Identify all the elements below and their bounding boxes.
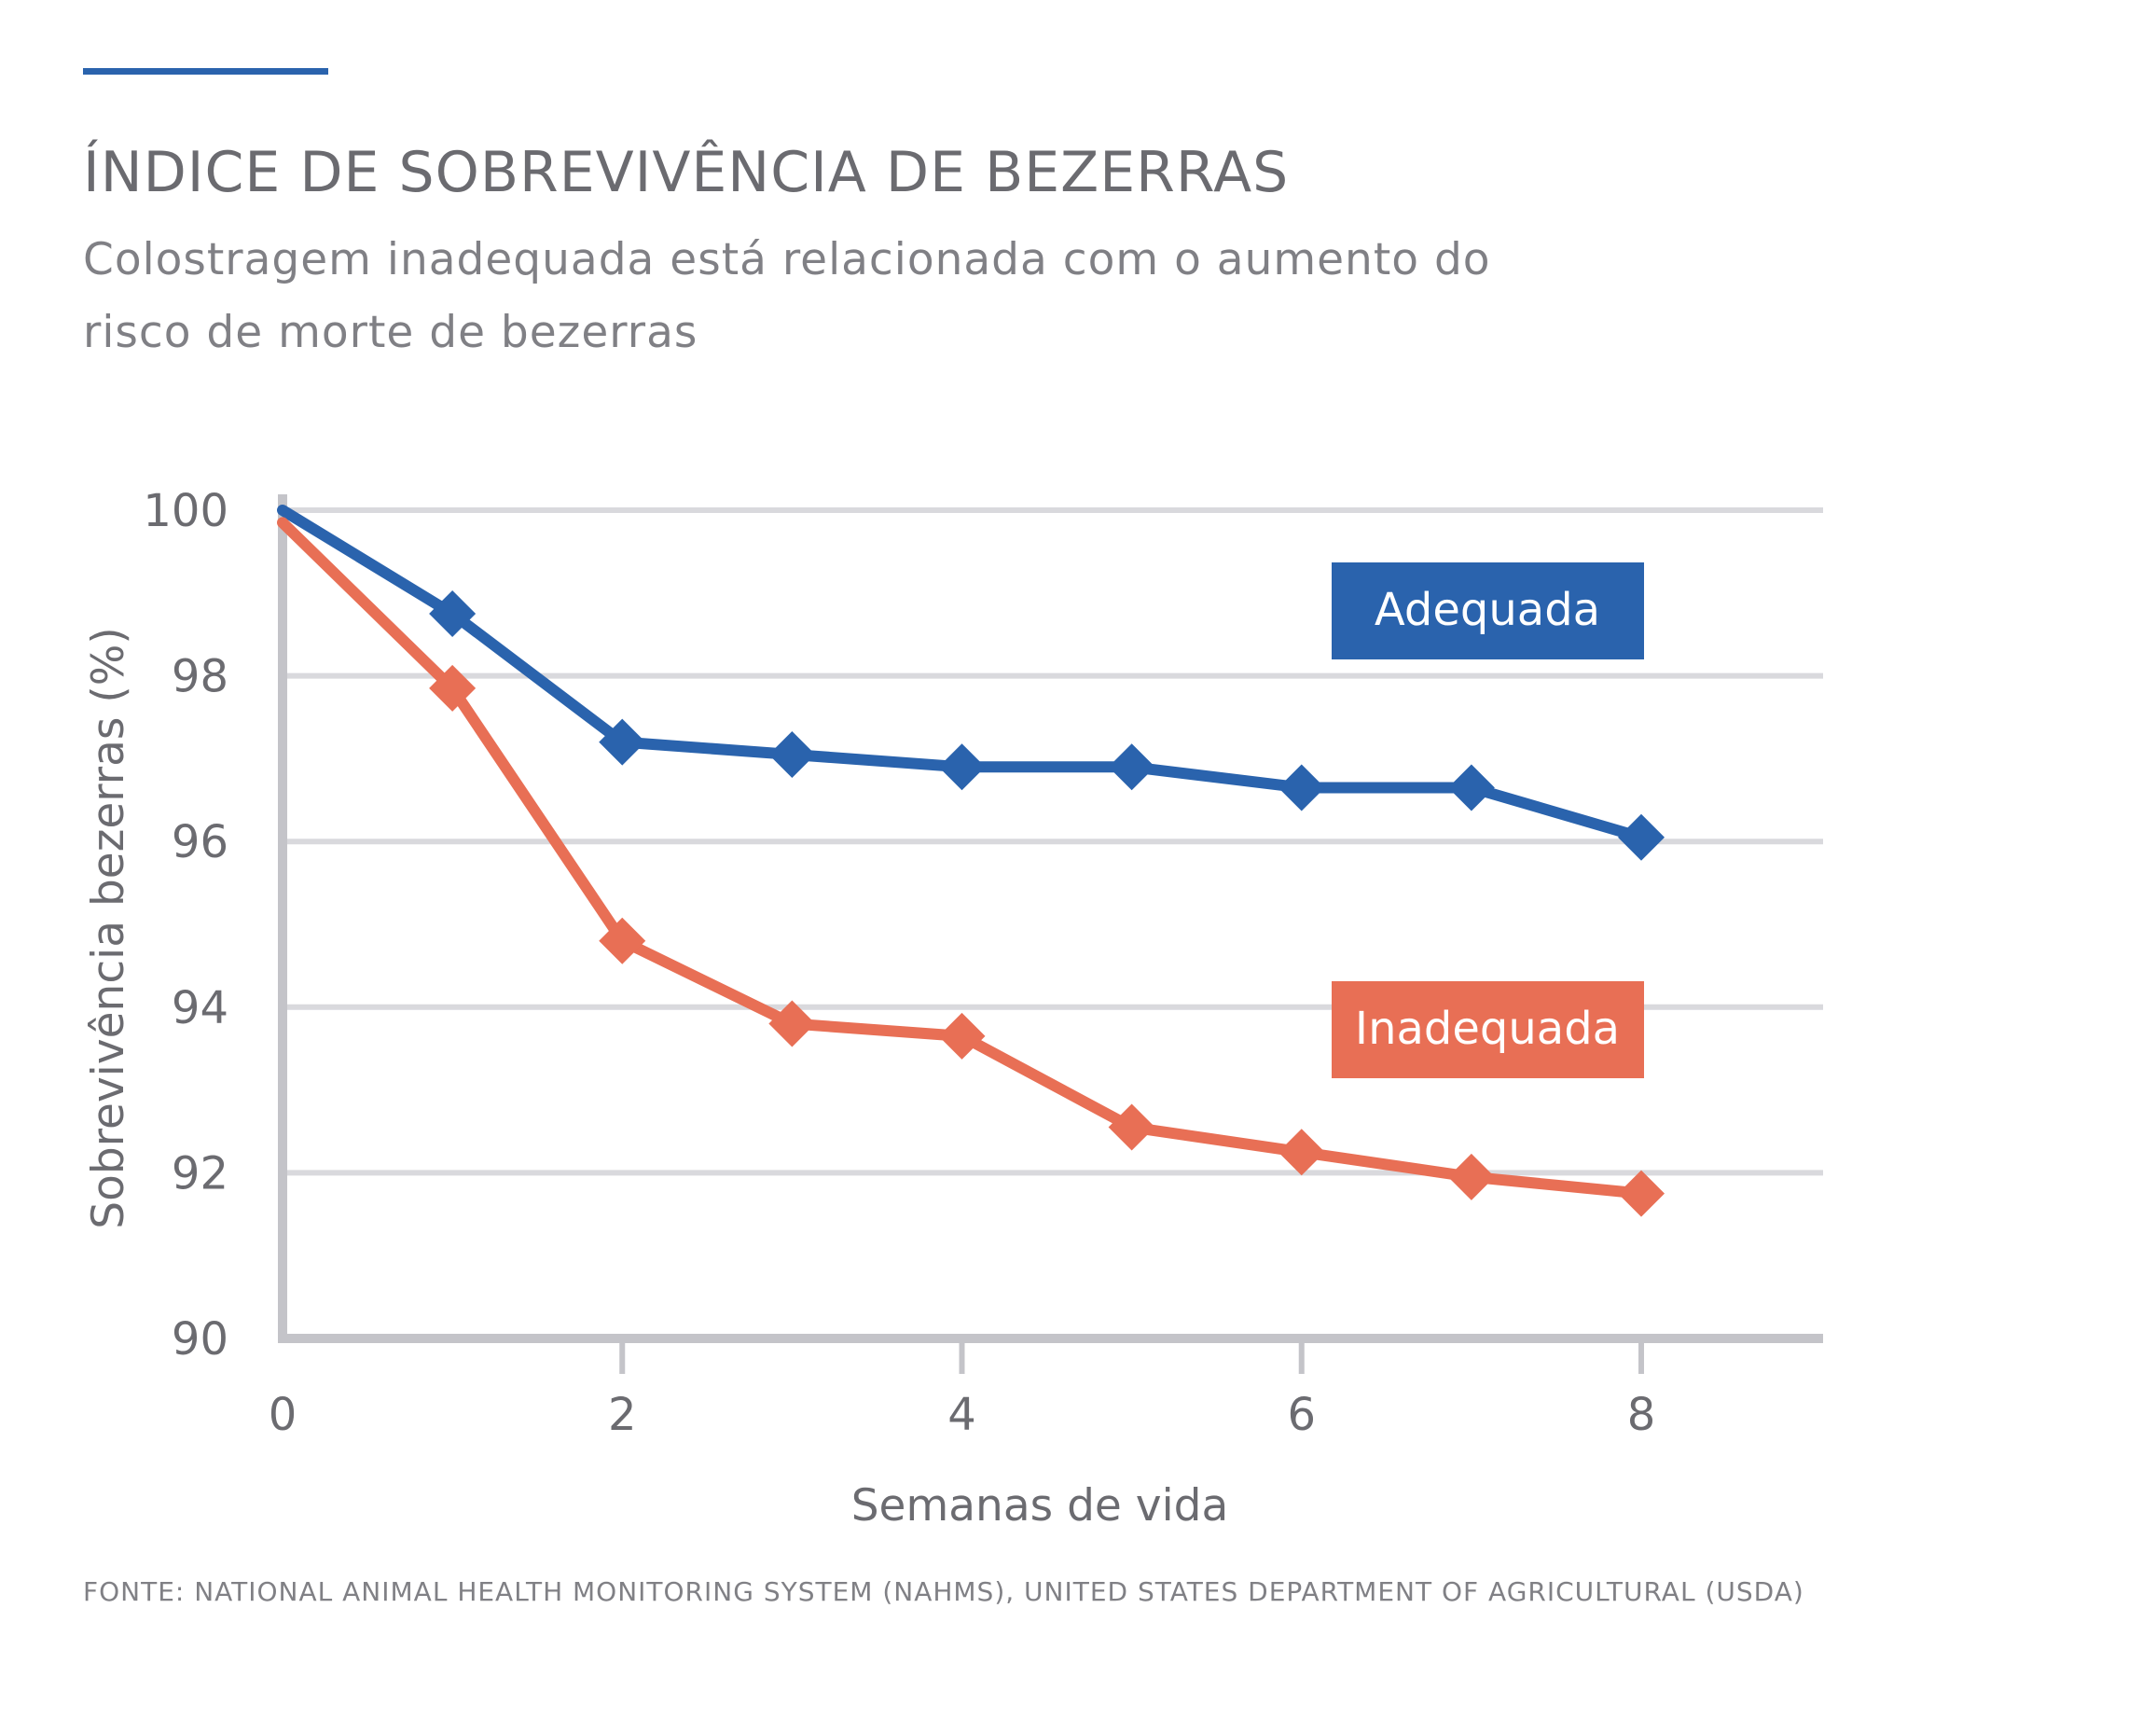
data-point-adequada-7 <box>1447 764 1495 811</box>
data-point-adequada-3 <box>768 730 816 778</box>
legend-box-adequada <box>1332 562 1644 659</box>
x-tick-label-4: 4 <box>947 1389 976 1441</box>
y-tick-label-90: 90 <box>172 1313 228 1365</box>
data-point-adequada-4 <box>938 743 986 791</box>
data-point-inadequada-4 <box>938 1012 986 1060</box>
data-point-adequada-5 <box>1108 743 1155 791</box>
y-tick-label-96: 96 <box>172 816 228 868</box>
legend-label-adequada: Adequada <box>1375 584 1600 636</box>
data-point-inadequada-3 <box>768 1000 816 1047</box>
y-axis-title: Sobrevivência bezerras (%) <box>83 627 134 1228</box>
x-tick-label-6: 6 <box>1287 1389 1316 1441</box>
x-tick-label-0: 0 <box>269 1389 297 1441</box>
title-accent-bar <box>83 68 328 75</box>
legend-label-inadequada: Inadequada <box>1355 1003 1620 1055</box>
source-note: FONTE: NATIONAL ANIMAL HEALTH MONITORING… <box>83 1576 1804 1607</box>
x-axis-title: Semanas de vida <box>851 1480 1229 1532</box>
data-point-inadequada-2 <box>599 917 646 964</box>
y-tick-label-92: 92 <box>172 1147 228 1199</box>
data-point-adequada-8 <box>1618 813 1665 861</box>
chart-title: ÍNDICE DE SOBREVIVÊNCIA DE BEZERRAS <box>83 140 1290 205</box>
data-point-inadequada-6 <box>1278 1129 1325 1176</box>
data-point-inadequada-1 <box>429 664 477 712</box>
chart-subtitle: Colostragem inadequada está relacionada … <box>83 234 1491 358</box>
data-point-adequada-2 <box>599 718 646 766</box>
axes: 90 92 94 96 98 100 0 2 4 6 8 Semanas de vida Sobrevi… <box>83 485 1823 1532</box>
x-tick-label-8: 8 <box>1627 1389 1656 1441</box>
series-lines <box>277 505 1665 1217</box>
legend-box-inadequada <box>1332 981 1644 1078</box>
x-tick-label-2: 2 <box>608 1389 637 1441</box>
data-point-adequada-6 <box>1278 764 1325 811</box>
data-point-inadequada-7 <box>1447 1153 1495 1200</box>
legend: Adequada Inadequada <box>1332 562 1644 1078</box>
y-tick-label-94: 94 <box>172 982 228 1034</box>
y-tick-label-100: 100 <box>143 485 228 537</box>
data-point-inadequada-8 <box>1618 1170 1665 1217</box>
data-point-inadequada-5 <box>1108 1103 1155 1151</box>
y-tick-label-98: 98 <box>172 651 228 703</box>
data-point-adequada-1 <box>429 590 477 637</box>
